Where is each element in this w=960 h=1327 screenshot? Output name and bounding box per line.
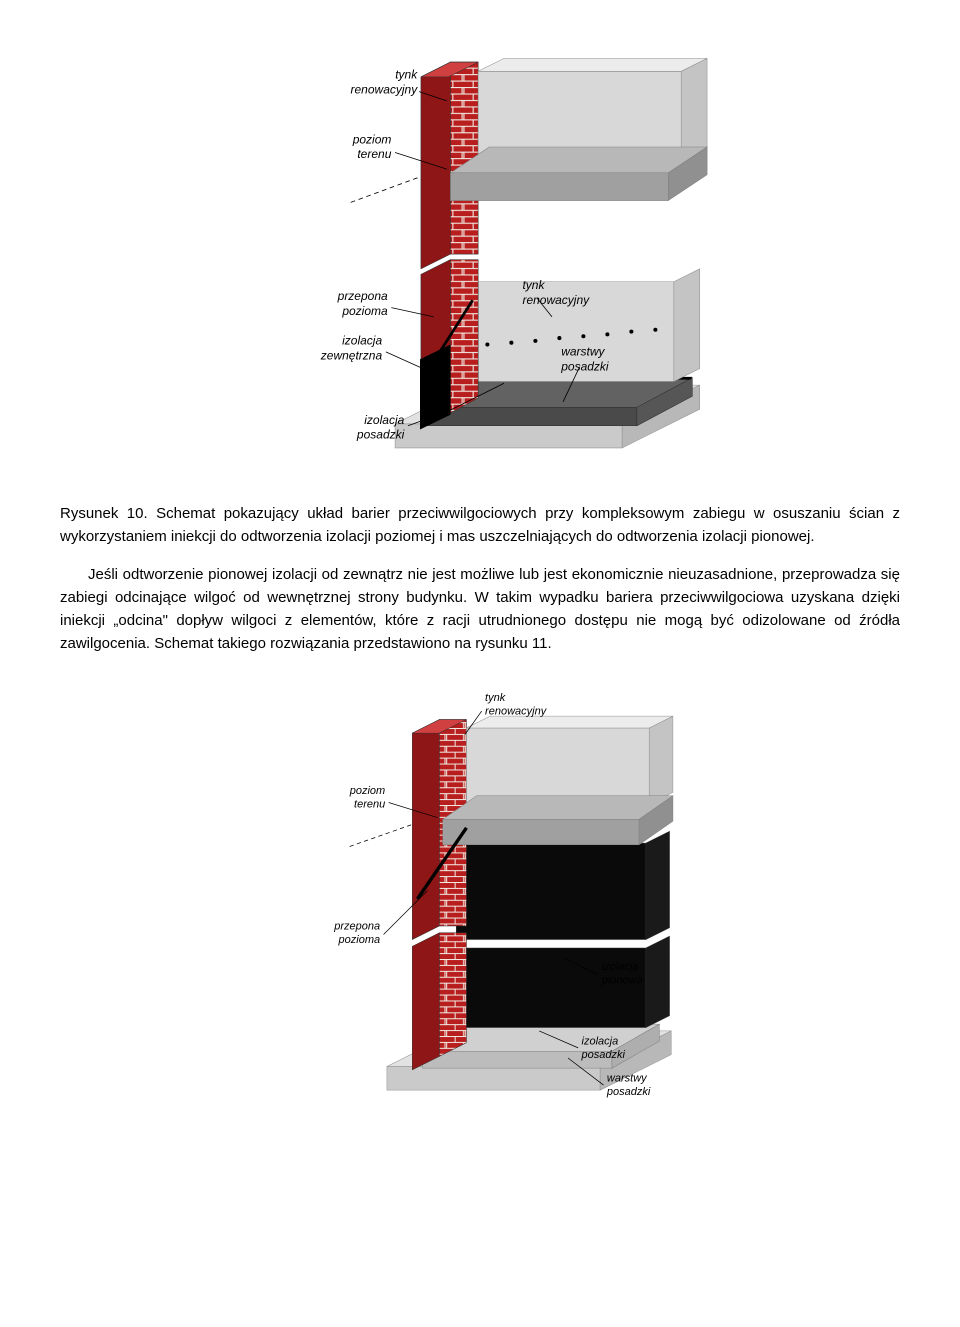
label-poziom-2: terenu	[357, 147, 391, 161]
brick2-lower-left	[412, 932, 439, 1069]
ground-top	[450, 147, 707, 173]
label-poziom-1: poziom	[352, 132, 392, 146]
upper-wall-top	[478, 58, 707, 71]
caption-text: Schemat pokazujący układ barier przeciww…	[60, 505, 900, 545]
label2-tynk-1: tynk	[485, 691, 506, 703]
ground-front	[450, 173, 668, 201]
footing2-front	[387, 1066, 600, 1090]
body-paragraph: Jeśli odtworzenie pionowej izolacji od z…	[60, 563, 900, 656]
label2-izopion-2: pionowa	[601, 974, 643, 986]
leader-poziom-dash	[351, 177, 421, 203]
label-izolacja-pos-1: izolacja	[364, 413, 404, 427]
footing-front	[395, 424, 622, 448]
upper2-wall-front	[466, 728, 649, 804]
brick2-lower-front	[439, 932, 466, 1056]
label2-tynk-2: renowacyjny	[485, 705, 548, 717]
leader-izolacja-zewn	[386, 352, 423, 369]
label-izolacja-zewn-2: zewnętrzna	[320, 348, 383, 362]
label2-przepona-1: przepona	[333, 920, 380, 932]
figure-10-caption: Rysunek 10. Schemat pokazujący układ bar…	[60, 502, 900, 549]
figure-11-container: tynk renowacyjny poziom terenu przepona …	[60, 674, 900, 1134]
label2-poziom-2: terenu	[354, 798, 385, 810]
label-tynk-top-2: renowacyjny	[351, 82, 419, 96]
label2-warstwy-1: warstwy	[607, 1072, 648, 1084]
upper2-wall-side	[649, 716, 673, 804]
upper2-wall-top	[466, 716, 672, 728]
ground2-top	[443, 795, 673, 819]
label2-przepona-2: pozioma	[338, 933, 381, 945]
label-warstwy-1: warstwy	[561, 345, 605, 359]
brick-lower-front	[450, 260, 478, 413]
brick2-upper-left	[412, 719, 439, 939]
label-warstwy-2: posadzki	[560, 359, 609, 373]
figure-11-diagram: tynk renowacyjny poziom terenu przepona …	[260, 674, 700, 1134]
figure-10-container: tynk renowacyjny poziom terenu przepona …	[60, 52, 900, 482]
iso-lower-front	[456, 948, 646, 1028]
label2-poziom-1: poziom	[349, 785, 385, 797]
slab-front	[426, 407, 636, 425]
figure-10-diagram: tynk renowacyjny poziom terenu przepona …	[240, 52, 720, 482]
iso-upper-front	[456, 843, 646, 939]
leader2-poziom-dash	[350, 824, 413, 846]
label-tynk-mid-2: renowacyjny	[522, 293, 590, 307]
label-tynk-mid-1: tynk	[522, 278, 545, 292]
label-tynk-top-1: tynk	[395, 68, 418, 82]
lower-wall-side	[674, 269, 700, 382]
label-przepona-1: przepona	[337, 289, 388, 303]
iso-upper-side	[646, 831, 670, 939]
ground2-front	[443, 819, 639, 844]
iso-lower-side	[646, 936, 670, 1027]
label-izolacja-pos-2: posadzki	[356, 428, 405, 442]
label-izolacja-zewn-1: izolacja	[342, 334, 382, 348]
label2-izopos-1: izolacja	[582, 1035, 619, 1047]
label-przepona-2: pozioma	[341, 304, 388, 318]
label2-izopos-2: posadzki	[581, 1049, 626, 1061]
label2-warstwy-2: posadzki	[606, 1086, 651, 1098]
label2-izopion-1: izolacja	[602, 961, 639, 973]
caption-prefix: Rysunek 10.	[60, 505, 148, 522]
